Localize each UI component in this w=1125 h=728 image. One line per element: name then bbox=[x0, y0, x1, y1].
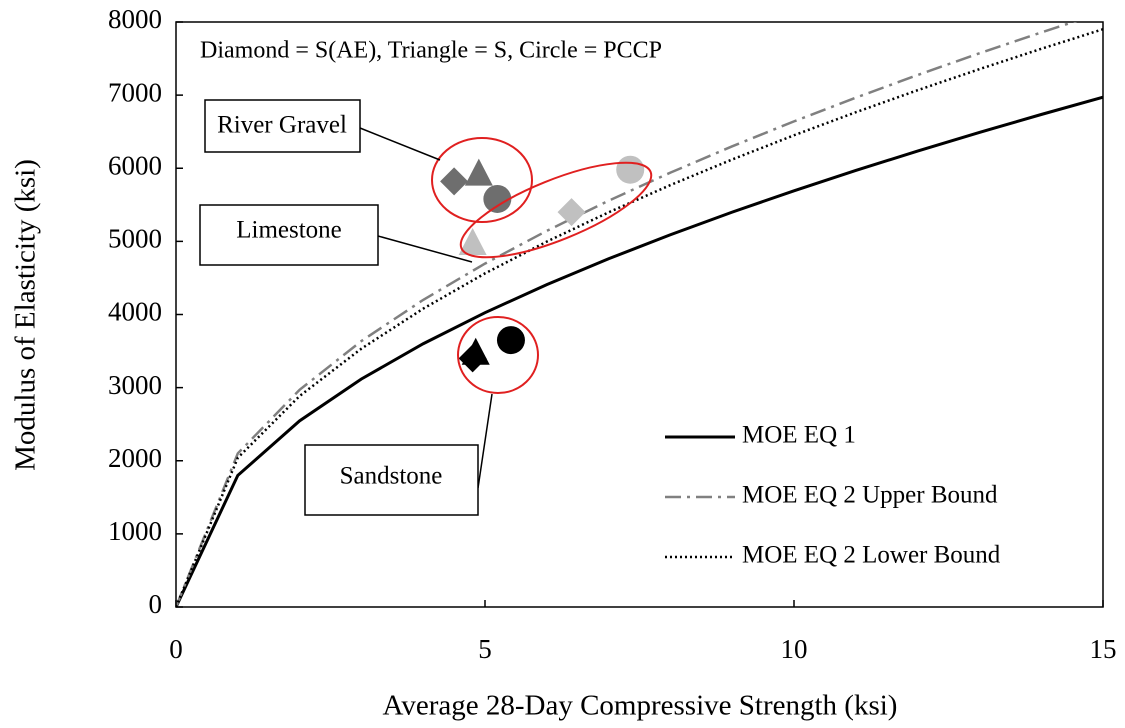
line-series bbox=[176, 95, 1103, 607]
highlight-ellipse bbox=[459, 161, 653, 259]
callout-label: Sandstone bbox=[340, 463, 443, 490]
callouts bbox=[199, 99, 653, 516]
y-tick-label: 4000 bbox=[108, 297, 162, 327]
callout-line bbox=[377, 235, 473, 263]
x-tick-label: 15 bbox=[1090, 634, 1117, 664]
point-circle bbox=[483, 184, 512, 213]
y-tick-label: 0 bbox=[149, 589, 163, 619]
y-tick-label: 7000 bbox=[108, 77, 162, 107]
point-triangle bbox=[464, 158, 493, 186]
callout-box bbox=[304, 444, 479, 516]
point-circle bbox=[496, 326, 525, 355]
highlight-ellipse bbox=[457, 316, 539, 394]
y-axis-label: Modulus of Elasticity (ksi) bbox=[10, 159, 42, 471]
lines bbox=[176, 22, 1103, 607]
annotation: Diamond = S(AE), Triangle = S, Circle = … bbox=[200, 38, 662, 64]
callout-line bbox=[477, 393, 493, 489]
callout-box bbox=[199, 204, 379, 266]
point-diamond bbox=[557, 198, 586, 227]
point-triangle bbox=[461, 337, 490, 365]
point-triangle bbox=[458, 228, 487, 256]
y-tick-label: 6000 bbox=[108, 150, 162, 180]
callout-label: Limestone bbox=[236, 217, 342, 244]
x-tick-label: 5 bbox=[478, 634, 492, 664]
legend-label: MOE EQ 2 Lower Bound bbox=[742, 542, 1001, 569]
legend-label: MOE EQ 2 Upper Bound bbox=[742, 482, 998, 509]
point-diamond bbox=[440, 167, 469, 196]
x-axis-label: Average 28-Day Compressive Strength (ksi… bbox=[383, 690, 898, 722]
callout-box bbox=[204, 99, 361, 153]
markers bbox=[440, 155, 645, 373]
y-tick-label: 3000 bbox=[108, 370, 162, 400]
y-tick-label: 1000 bbox=[108, 516, 162, 546]
point-circle bbox=[616, 155, 645, 184]
line-series bbox=[176, 22, 1078, 607]
x-tick-label: 0 bbox=[169, 634, 183, 664]
y-tick-label: 8000 bbox=[108, 4, 162, 34]
callout-label: River Gravel bbox=[217, 112, 347, 139]
y-tick-label: 5000 bbox=[108, 224, 162, 254]
y-tick-label: 2000 bbox=[108, 443, 162, 473]
highlight-ellipse bbox=[431, 137, 533, 223]
legend-label: MOE EQ 1 bbox=[742, 422, 856, 449]
callout-line bbox=[359, 127, 441, 161]
x-tick-label: 10 bbox=[781, 634, 808, 664]
